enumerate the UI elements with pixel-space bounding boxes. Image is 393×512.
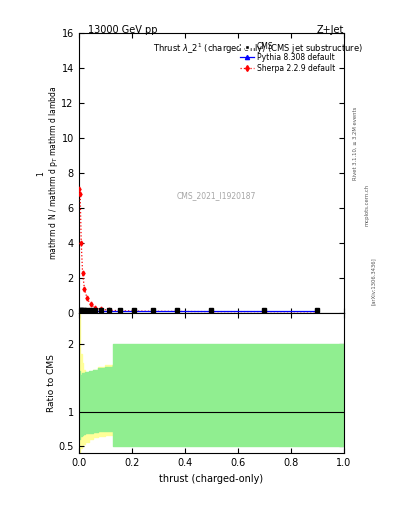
Text: mcplots.cern.ch: mcplots.cern.ch (365, 184, 370, 226)
Text: Rivet 3.1.10, ≥ 3.2M events: Rivet 3.1.10, ≥ 3.2M events (353, 106, 358, 180)
Y-axis label: 1
mathrm d N / mathrm d p$_T$ mathrm d lambda: 1 mathrm d N / mathrm d p$_T$ mathrm d l… (36, 86, 60, 261)
Text: Z+Jet: Z+Jet (316, 25, 344, 35)
Text: Thrust $\lambda\_2^1$ (charged only) (CMS jet substructure): Thrust $\lambda\_2^1$ (charged only) (CM… (153, 41, 363, 56)
Text: CMS_2021_I1920187: CMS_2021_I1920187 (177, 191, 256, 200)
Text: [arXiv:1306.3436]: [arXiv:1306.3436] (371, 258, 376, 306)
Text: 13000 GeV pp: 13000 GeV pp (88, 25, 158, 35)
Legend: CMS, Pythia 8.308 default, Sherpa 2.2.9 default: CMS, Pythia 8.308 default, Sherpa 2.2.9 … (238, 40, 338, 75)
Y-axis label: Ratio to CMS: Ratio to CMS (47, 354, 55, 412)
X-axis label: thrust (charged-only): thrust (charged-only) (159, 474, 263, 483)
